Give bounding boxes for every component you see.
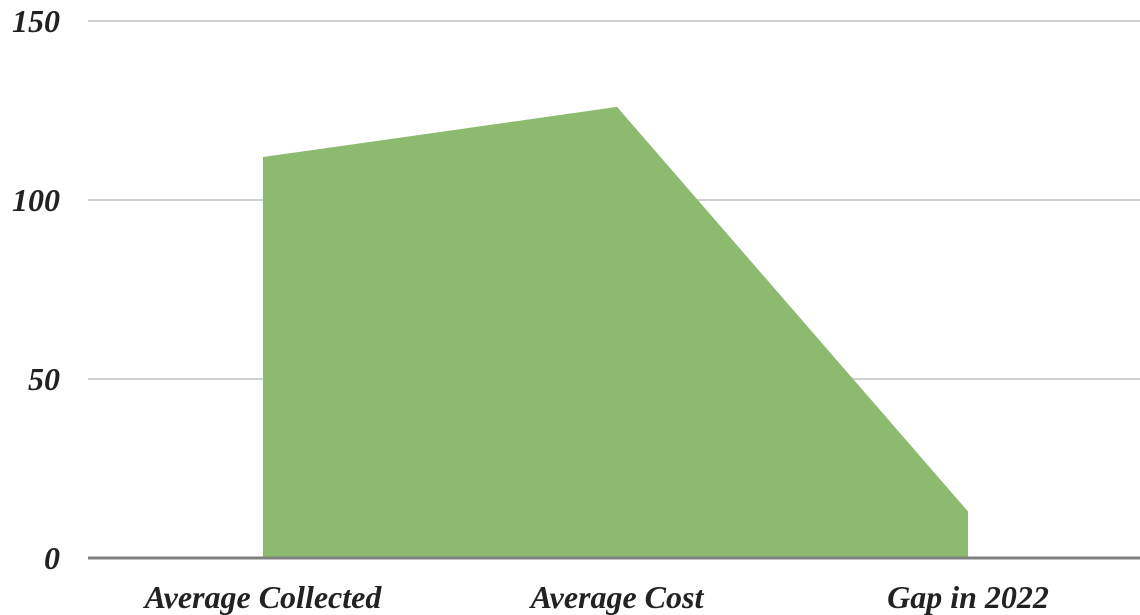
y-tick-label: 50 [28, 361, 60, 397]
area-series-0 [263, 106, 968, 559]
x-tick-label: Gap in 2022 [887, 579, 1049, 615]
x-tick-label: Average Cost [529, 579, 705, 615]
x-tick-label: Average Collected [143, 579, 383, 615]
y-tick-label: 150 [12, 3, 60, 39]
y-tick-label: 0 [44, 540, 60, 576]
y-tick-label: 100 [12, 182, 60, 218]
